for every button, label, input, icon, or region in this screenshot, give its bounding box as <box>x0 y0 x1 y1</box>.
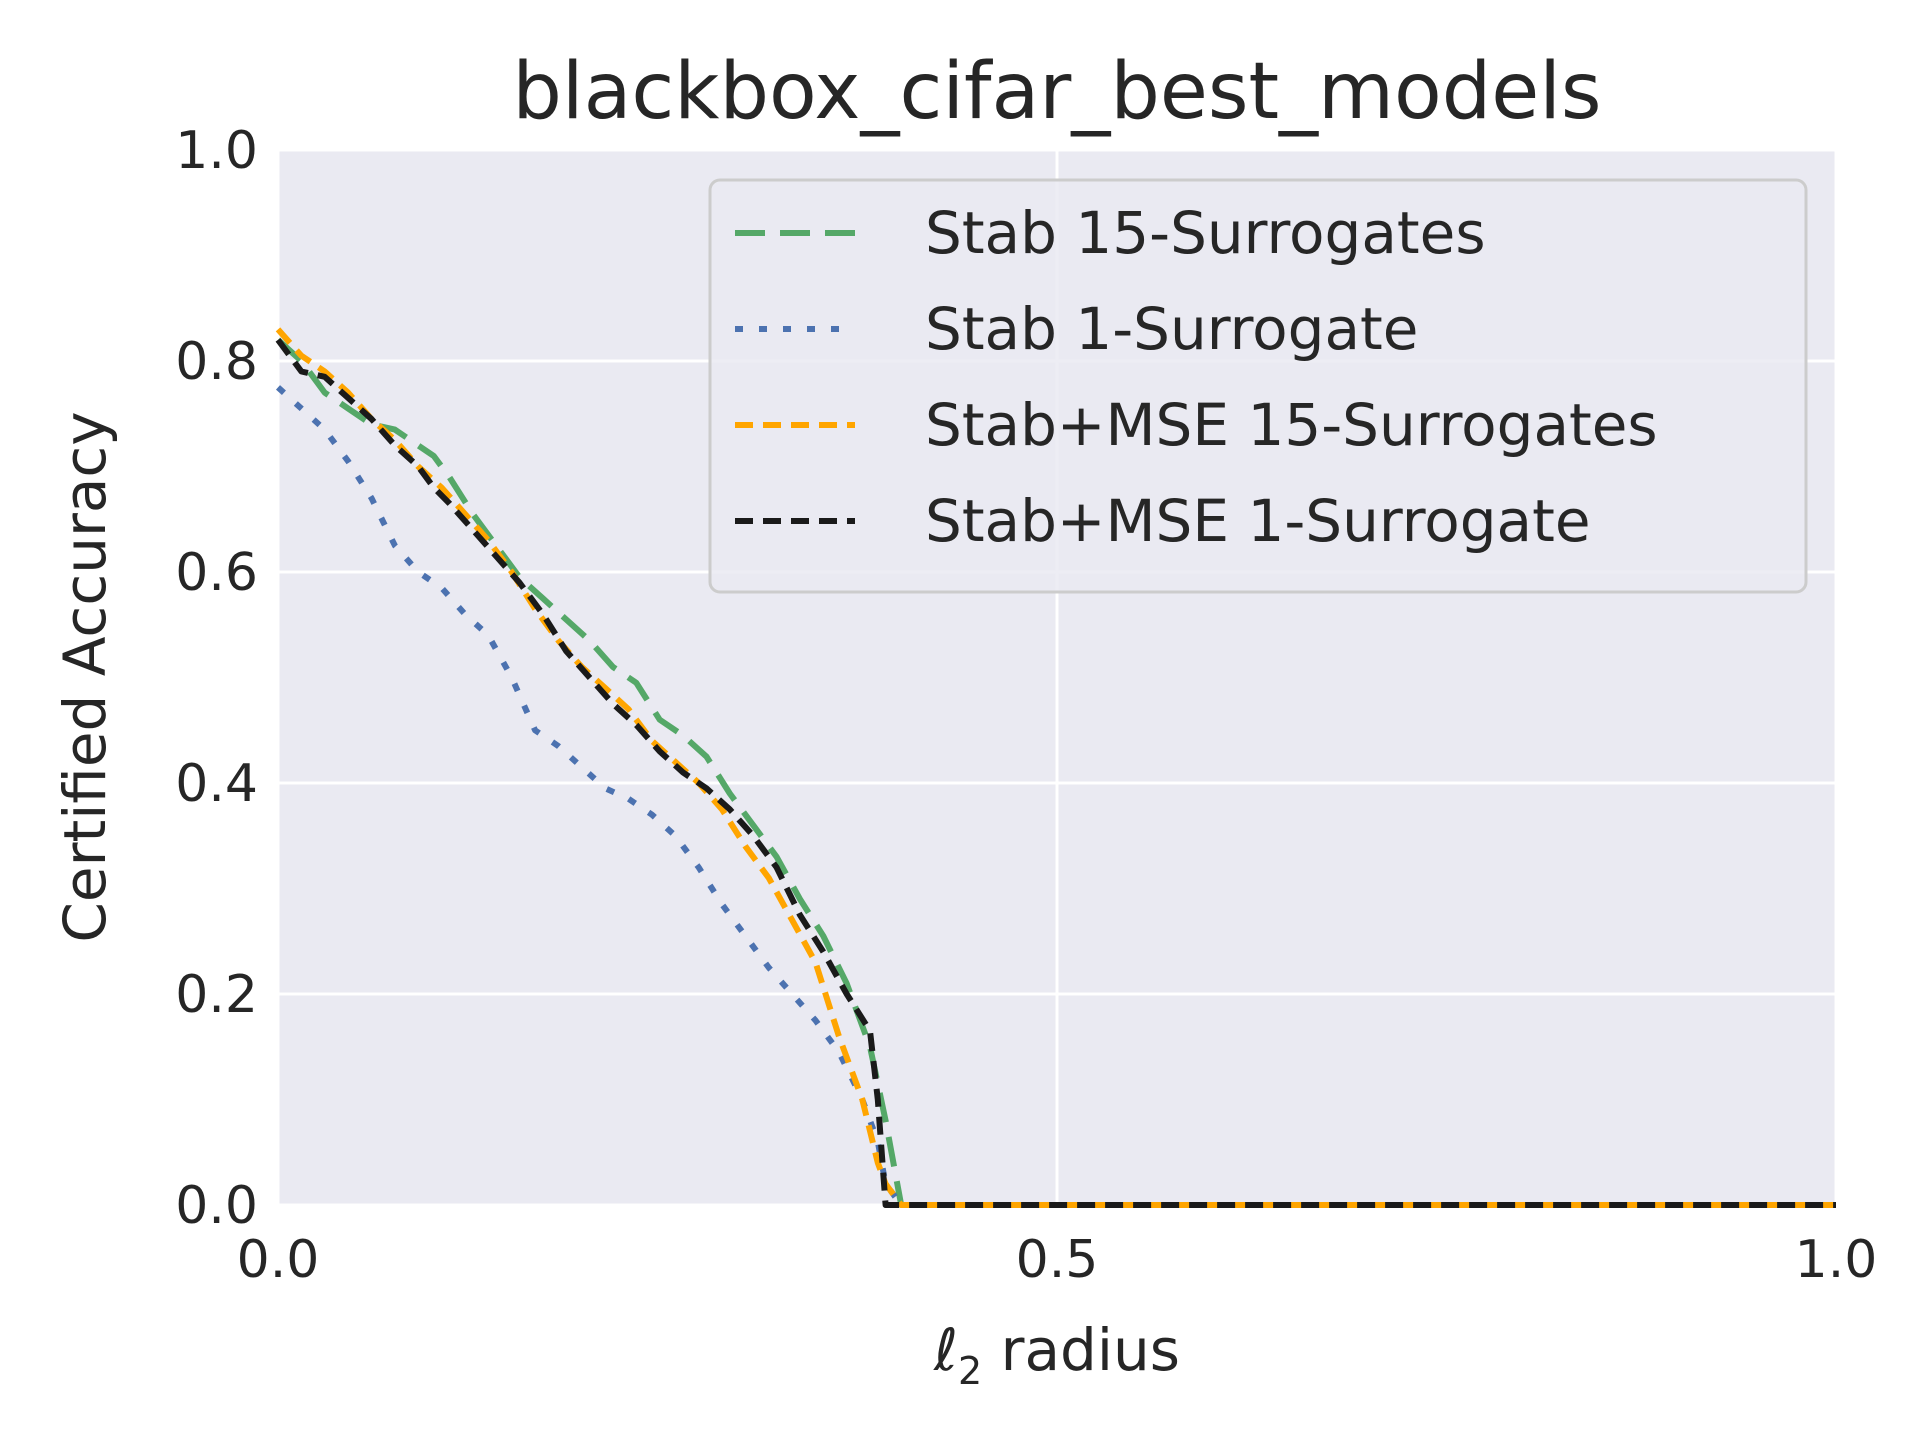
y-tick-label: 1.0 <box>175 121 258 181</box>
series-line-1 <box>275 337 1836 1208</box>
series-line-4 <box>275 338 1836 1208</box>
y-tick-labels: 0.0 0.2 0.4 0.6 0.8 1.0 <box>175 121 258 1236</box>
y-tick-label: 0.6 <box>175 543 258 603</box>
y-tick-label: 0.4 <box>175 754 258 814</box>
x-axis-label-script: ℓ <box>933 1316 958 1384</box>
y-axis-label: Certified Accuracy <box>51 411 119 942</box>
x-axis-label: ℓ2 radius <box>933 1316 1180 1393</box>
x-axis-label-subscript: 2 <box>958 1349 982 1393</box>
legend-label-2: Stab 1-Surrogate <box>925 295 1418 363</box>
legend-label-3: Stab+MSE 15-Surrogates <box>925 391 1658 459</box>
x-tick-labels: 0.0 0.5 1.0 <box>237 1230 1878 1290</box>
legend-label-1: Stab 15-Surrogates <box>925 199 1486 267</box>
series-layer <box>275 327 1836 1208</box>
x-axis-label-rest: radius <box>982 1316 1180 1384</box>
y-tick-label: 0.2 <box>175 965 258 1025</box>
legend: Stab 15-Surrogates Stab 1-Surrogate Stab+M… <box>708 178 1808 594</box>
legend-box <box>708 178 1808 594</box>
series-line-2 <box>275 385 1836 1208</box>
x-tick-label: 1.0 <box>1795 1230 1878 1290</box>
chart-title: blackbox_cifar_best_models <box>512 47 1601 137</box>
x-tick-label: 0.0 <box>237 1230 320 1290</box>
legend-label-4: Stab+MSE 1-Surrogate <box>925 487 1591 555</box>
legend-items: Stab 15-Surrogates Stab 1-Surrogate Stab+M… <box>735 199 1658 555</box>
x-tick-label: 0.5 <box>1016 1230 1099 1290</box>
y-tick-label: 0.0 <box>175 1176 258 1236</box>
y-tick-label: 0.8 <box>175 332 258 392</box>
